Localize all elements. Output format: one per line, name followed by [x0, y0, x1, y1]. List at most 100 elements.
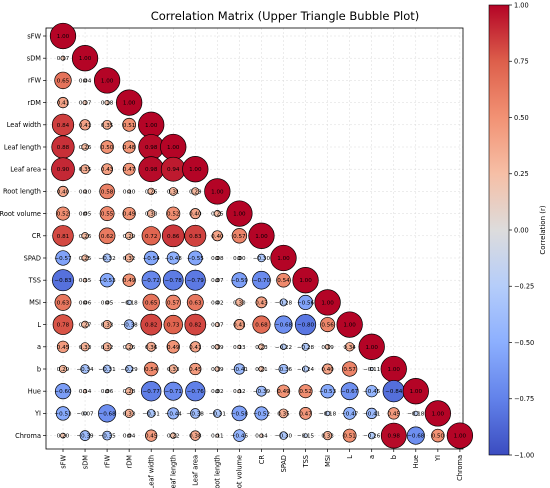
bubble — [102, 253, 112, 263]
bubble-value-label: −0.18 — [121, 300, 139, 306]
bubble — [213, 409, 222, 418]
bubble — [259, 433, 264, 438]
bubble — [336, 311, 363, 338]
bubble-value-label: 0.08 — [211, 256, 224, 262]
bubble — [127, 433, 132, 438]
bubble — [292, 267, 319, 294]
bubble-value-label: 0.48 — [123, 145, 136, 151]
bubble — [406, 426, 425, 445]
bubble-value-label: −0.56 — [297, 300, 315, 306]
x-tick-label: SPAD — [280, 455, 288, 472]
bubble-layer: 1.00 0.17 1.00 0.65 0.04 1.00 0.41 0.17 0.18 1.00… — [49, 22, 474, 449]
bubble-value-label: 0.15 — [79, 278, 92, 284]
bubble — [54, 383, 72, 400]
x-tick-label: b — [390, 455, 398, 459]
bubble-value-label: −0.84 — [385, 389, 403, 395]
bubble-value-label: 0.52 — [299, 389, 311, 395]
bubble — [163, 314, 183, 335]
x-tick-label: Leaf length — [170, 455, 178, 488]
bubble-value-label: 0.73 — [167, 323, 180, 329]
bubble-value-label: 0.52 — [167, 212, 179, 218]
bubble — [82, 389, 88, 394]
colorbar-tick-label: 0.25 — [514, 170, 529, 178]
bubble — [322, 363, 334, 375]
bubble — [49, 22, 77, 50]
bubble — [83, 78, 88, 83]
y-tick-label: rFW — [28, 77, 42, 85]
bubble — [366, 407, 378, 419]
bubble — [344, 342, 355, 352]
bubble — [303, 433, 308, 438]
bubble-value-label: −0.53 — [54, 411, 72, 417]
x-tick-label: Root volume — [236, 455, 244, 488]
bubble-value-label: 0.06 — [101, 389, 114, 395]
bubble — [102, 364, 112, 374]
bubble-value-label: −0.52 — [253, 411, 270, 417]
colorbar — [488, 4, 510, 456]
bubble — [320, 384, 335, 399]
bubble-value-label: 0.57 — [233, 234, 246, 240]
bubble-value-label: −0.26 — [363, 434, 381, 440]
bubble-value-label: 1.00 — [167, 145, 180, 151]
bubble — [214, 344, 221, 350]
x-axis-ticks: sFW sDM rFW rDM Leaf width Leaf length Leaf ar… — [59, 449, 464, 488]
bubble-value-label: 0.25 — [79, 256, 92, 262]
bubble-value-label: −0.70 — [253, 278, 271, 284]
bubble-value-label: 0.04 — [123, 434, 136, 440]
bubble-value-label: 0.17 — [211, 323, 224, 329]
bubble — [104, 99, 110, 106]
bubble — [166, 251, 180, 265]
bubble-value-label: −0.83 — [54, 278, 72, 284]
bubble-value-label: 0.43 — [255, 300, 268, 306]
bubble — [162, 269, 184, 291]
grid-layer — [46, 28, 463, 449]
bubble-value-label: 1.00 — [211, 189, 224, 195]
bubble-value-label: −0.24 — [297, 367, 315, 373]
bubble — [52, 314, 74, 335]
bubble — [52, 225, 74, 247]
bubble-value-label: 1.00 — [432, 411, 445, 417]
bubble — [123, 319, 135, 330]
bubble-value-label: −0.72 — [143, 278, 160, 284]
bubble — [320, 317, 336, 333]
bubble-value-label: 0.19 — [211, 367, 224, 373]
bubble-value-label: −0.60 — [54, 389, 72, 395]
bubble — [146, 409, 156, 418]
bubble — [324, 344, 331, 350]
bubble-value-label: 1.00 — [57, 34, 70, 40]
bubble-value-label: 0.13 — [233, 345, 246, 351]
bubble-value-label: 0.30 — [145, 212, 158, 218]
x-tick-label: L — [346, 455, 354, 459]
bubble — [101, 163, 113, 176]
bubble — [125, 387, 134, 396]
bubble-value-label: 0.02 — [211, 389, 223, 395]
bubble — [127, 189, 132, 194]
bubble — [446, 422, 474, 449]
bubble — [215, 433, 220, 438]
bubble — [231, 405, 248, 422]
colorbar-tick-label: 0.50 — [514, 114, 529, 122]
bubble-value-label: 0.38 — [189, 434, 202, 440]
bubble-value-label: 0.33 — [321, 434, 334, 440]
bubble — [102, 320, 112, 330]
bubble-value-label: 0.56 — [321, 323, 334, 329]
bubble-value-label: 0.62 — [101, 234, 113, 240]
bubble-value-label: −0.30 — [275, 434, 293, 440]
bubble-value-label: 0.55 — [101, 212, 114, 218]
bubble-value-label: 0.41 — [189, 345, 202, 351]
bubble — [186, 293, 204, 311]
bubble — [122, 273, 136, 287]
bubble-value-label: −0.53 — [99, 278, 117, 284]
bubble-value-label: 0.98 — [388, 434, 401, 440]
bubble-value-label: −0.45 — [363, 389, 381, 395]
bubble — [278, 364, 289, 374]
bubble — [215, 300, 220, 305]
bubble-value-label: −0.39 — [253, 389, 271, 395]
bubble — [279, 298, 288, 307]
bubble-value-label: 1.00 — [365, 345, 378, 351]
bubble — [184, 224, 207, 247]
bubble — [235, 298, 244, 307]
bubble — [252, 270, 271, 290]
bubble-value-label: −0.68 — [99, 411, 117, 417]
bubble-value-label: 0.07 — [211, 278, 224, 284]
